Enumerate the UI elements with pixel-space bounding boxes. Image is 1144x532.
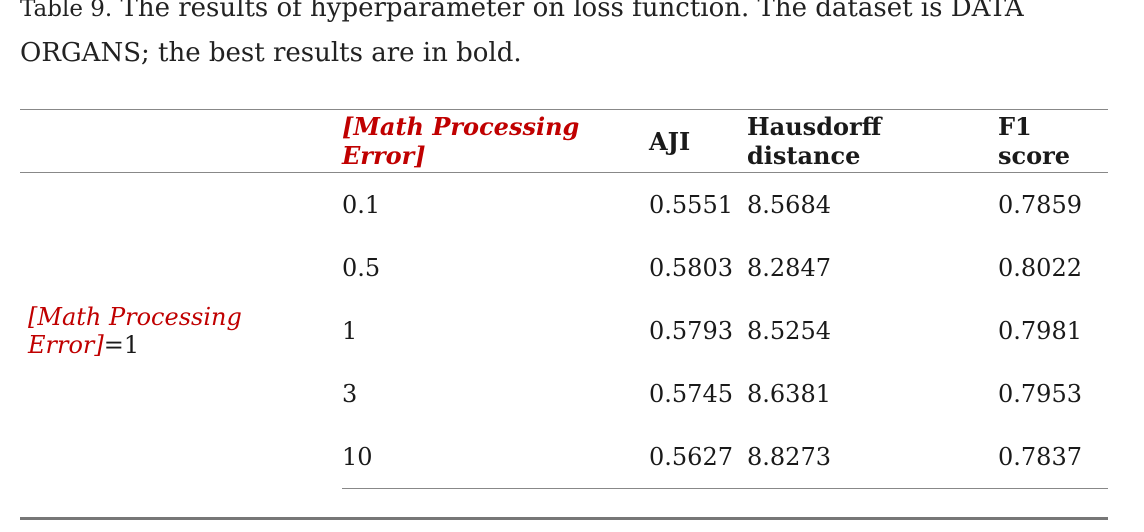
cell-hausdorff: 8.6381 <box>747 379 831 408</box>
header-lambda-math-error: [Math Processing Error] <box>342 112 580 170</box>
table-caption: Table 9. The results of hyperparameter o… <box>20 0 1120 75</box>
group-suffix: =1 <box>103 330 140 359</box>
caption-label: Table 9. <box>20 0 113 22</box>
table-row: 3 0.5745 8.6381 0.7953 <box>20 362 1108 425</box>
cell-lambda: 1 <box>342 316 358 345</box>
cell-lambda: 0.1 <box>342 190 381 219</box>
table-body: [Math Processing Error]=1 0.1 0.5551 8.5… <box>20 173 1108 489</box>
header-f1: F1 score <box>998 112 1071 170</box>
header-aji: AJI <box>649 126 691 156</box>
cell-lambda: 10 <box>342 425 649 489</box>
cell-lambda: 3 <box>342 379 358 408</box>
cell-hausdorff: 8.5254 <box>747 316 831 345</box>
results-table-wrapper: [Math Processing Error] AJI Hausdorff di… <box>20 109 1108 489</box>
cell-hausdorff: 8.2847 <box>747 253 831 282</box>
cell-lambda: 0.5 <box>342 253 381 282</box>
table-bottom-rule <box>20 517 1108 520</box>
cell-aji: 0.5627 <box>649 425 747 489</box>
cell-hausdorff: 8.5684 <box>747 190 831 219</box>
group-label-cell: [Math Processing Error]=1 <box>20 173 342 489</box>
header-hausdorff: Hausdorff distance <box>747 112 882 170</box>
results-table: [Math Processing Error] AJI Hausdorff di… <box>20 109 1108 489</box>
cell-f1: 0.7837 <box>998 425 1108 489</box>
cell-hausdorff: 8.8273 <box>747 425 998 489</box>
table-row: 10 0.5627 8.8273 0.7837 <box>20 425 1108 489</box>
header-row: [Math Processing Error] AJI Hausdorff di… <box>20 109 1108 173</box>
caption-text: The results of hyperparameter on loss fu… <box>20 0 1024 68</box>
cell-f1: 0.7981 <box>998 316 1082 345</box>
cell-aji: 0.5551 <box>649 190 733 219</box>
cell-f1: 0.7859 <box>998 190 1082 219</box>
group-math-error: [Math Processing Error] <box>28 302 242 359</box>
table-row: [Math Processing Error]=1 0.1 0.5551 8.5… <box>20 173 1108 359</box>
table-row: 0.5 0.5803 8.2847 0.8022 <box>20 236 1108 299</box>
table-header: [Math Processing Error] AJI Hausdorff di… <box>20 109 1108 173</box>
header-group <box>20 110 342 173</box>
cell-f1: 0.7953 <box>998 379 1082 408</box>
cell-aji: 0.5793 <box>649 316 733 345</box>
cell-aji: 0.5803 <box>649 253 733 282</box>
table-row: 1 0.5793 8.5254 0.7981 <box>20 299 1108 362</box>
cell-aji: 0.5745 <box>649 379 733 408</box>
cell-f1: 0.8022 <box>998 253 1082 282</box>
